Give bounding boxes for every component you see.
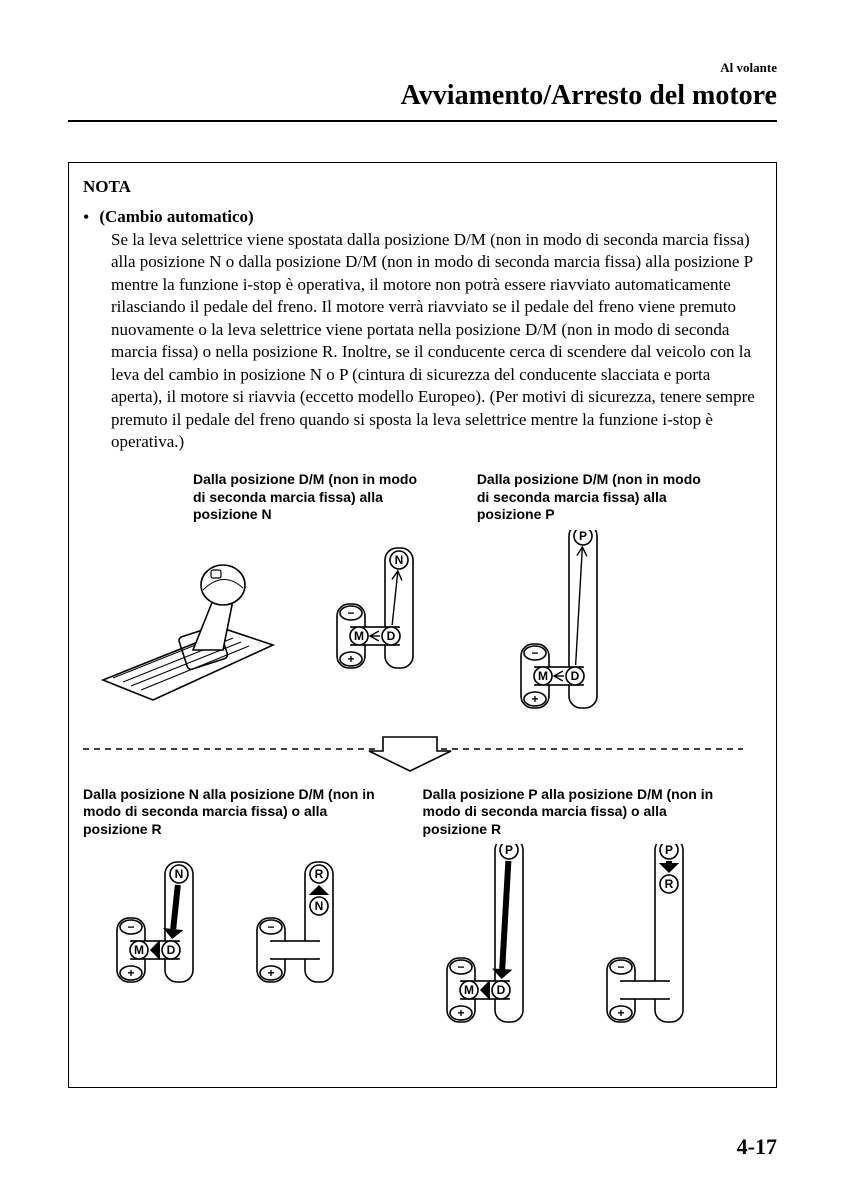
flow-divider: [83, 735, 762, 780]
diagram-region: Dalla posizione D/M (non in modo di seco…: [83, 471, 762, 1059]
svg-text:N: N: [395, 553, 404, 567]
gate-n-to-dm-r: −+MDN −+RN: [83, 844, 423, 1039]
svg-text:−: −: [347, 606, 354, 620]
svg-text:−: −: [617, 960, 624, 974]
nota-box: NOTA • (Cambio automatico) Se la leva se…: [68, 162, 777, 1088]
page-number: 4-17: [737, 1134, 777, 1160]
svg-text:M: M: [538, 669, 548, 683]
section-label: Al volante: [68, 60, 777, 76]
svg-text:P: P: [504, 844, 512, 857]
caption-bot-right: Dalla posizione P alla posizione D/M (no…: [423, 786, 723, 839]
svg-text:D: D: [387, 629, 396, 643]
svg-text:N: N: [175, 867, 184, 881]
header-rule: [68, 120, 777, 122]
svg-text:−: −: [457, 960, 464, 974]
svg-text:D: D: [570, 669, 579, 683]
svg-text:M: M: [354, 629, 364, 643]
svg-text:D: D: [496, 983, 505, 997]
page-title: Avviamento/Arresto del motore: [68, 80, 777, 112]
svg-text:D: D: [167, 943, 176, 957]
caption-top-left: Dalla posizione D/M (non in modo di seco…: [193, 471, 423, 524]
svg-text:+: +: [127, 966, 134, 980]
svg-text:P: P: [664, 844, 672, 857]
bullet-title: (Cambio automatico): [99, 207, 253, 227]
svg-text:+: +: [531, 692, 538, 706]
svg-text:N: N: [315, 899, 324, 913]
caption-top-right: Dalla posizione D/M (non in modo di seco…: [477, 471, 717, 524]
svg-text:R: R: [664, 877, 673, 891]
svg-text:+: +: [617, 1006, 624, 1020]
nota-body-text: Se la leva selettrice viene spostata dal…: [111, 229, 762, 453]
svg-text:+: +: [347, 652, 354, 666]
gate-p-to-dm-r: −+MDP −+PR: [423, 844, 763, 1059]
svg-text:−: −: [531, 646, 538, 660]
nota-label: NOTA: [83, 177, 762, 197]
svg-text:P: P: [579, 530, 587, 543]
gate-dm-to-p: − +M D P: [477, 530, 762, 735]
svg-text:M: M: [134, 943, 144, 957]
bullet-icon: •: [83, 207, 89, 227]
gear-lever-illustration: − +M D N: [83, 530, 477, 715]
svg-text:M: M: [464, 983, 474, 997]
svg-text:−: −: [127, 920, 134, 934]
svg-text:R: R: [315, 867, 324, 881]
svg-text:+: +: [457, 1006, 464, 1020]
svg-text:+: +: [267, 966, 274, 980]
caption-bot-left: Dalla posizione N alla posizione D/M (no…: [83, 786, 383, 839]
svg-text:−: −: [267, 920, 274, 934]
